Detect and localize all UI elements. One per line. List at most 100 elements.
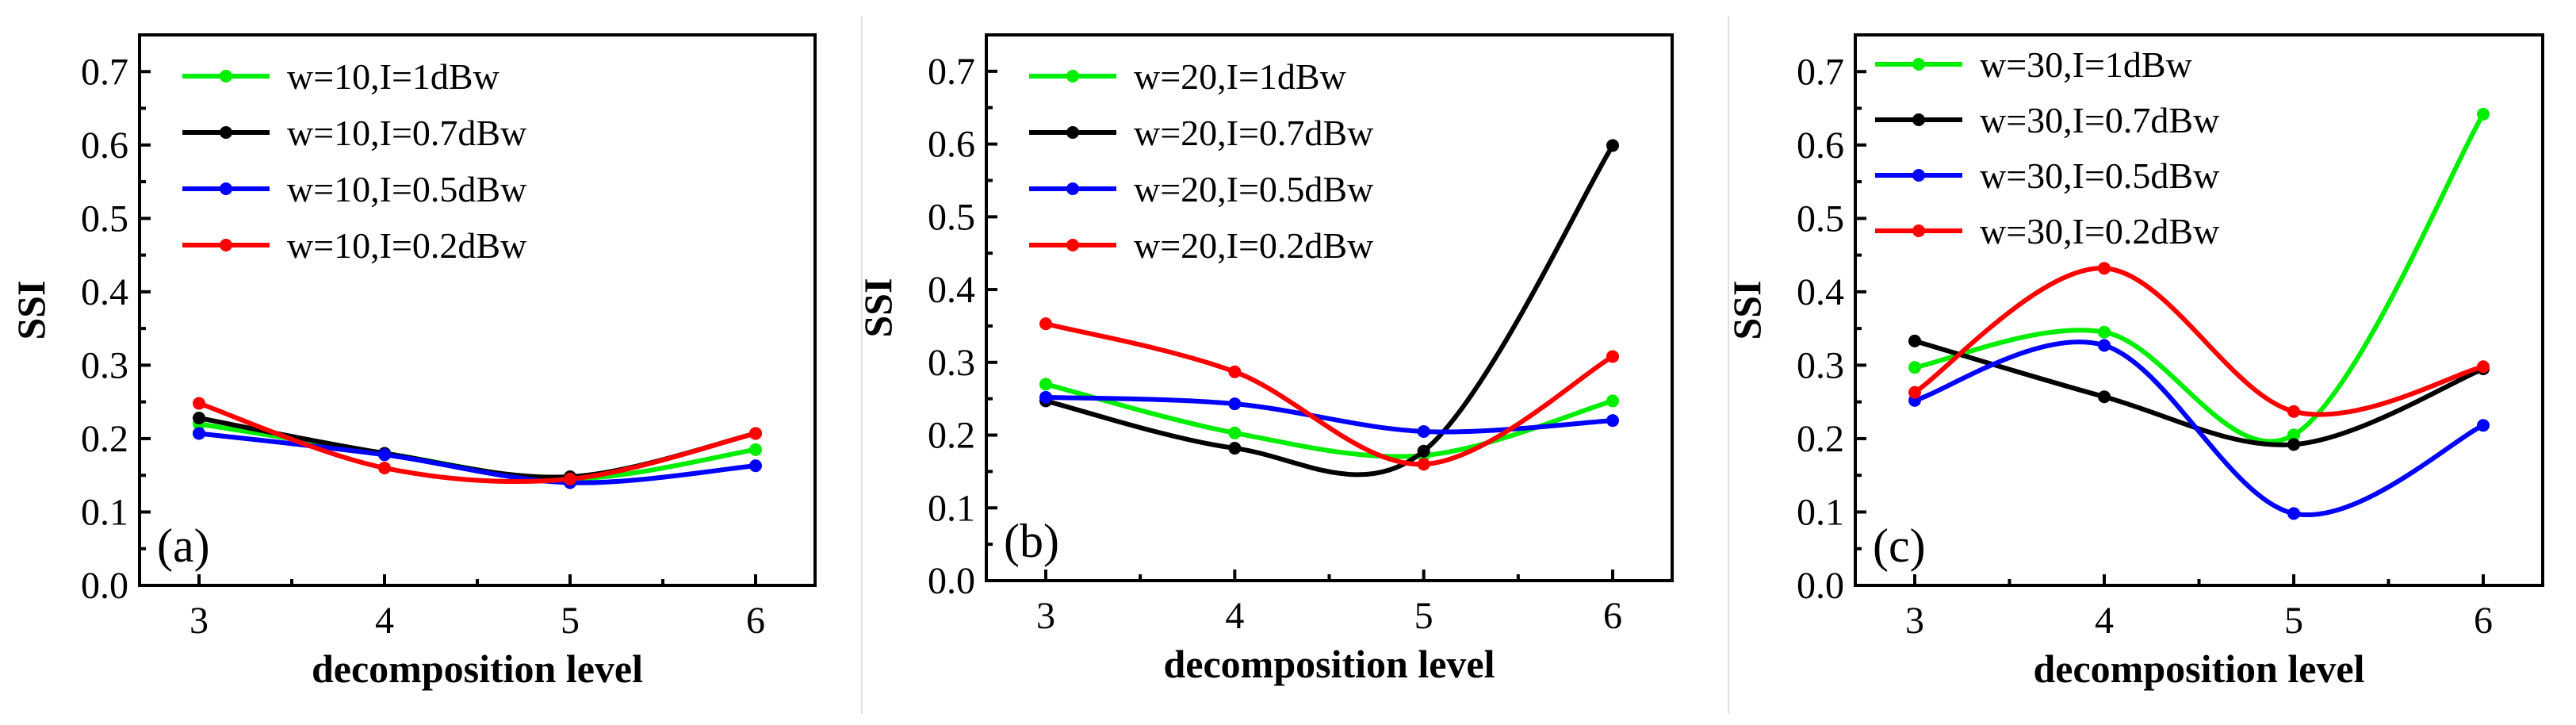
y-tick-label: 0.3 (928, 342, 975, 384)
series-line (198, 401, 756, 485)
y-tick-label: 0.2 (81, 418, 128, 460)
data-point (564, 472, 576, 485)
series-line (1045, 321, 1614, 467)
data-point (193, 397, 205, 410)
data-point (1039, 378, 1052, 391)
data-point (2287, 405, 2300, 418)
y-axis-title: SSI (855, 278, 900, 337)
y-tick-label: 0.7 (928, 51, 975, 93)
y-tick-label: 0.0 (928, 560, 975, 602)
series-line (198, 431, 756, 485)
data-point (1417, 444, 1430, 458)
series-line (1045, 144, 1615, 478)
data-point (2098, 325, 2111, 339)
data-point (1606, 394, 1619, 408)
legend-entry: w=30,I=1dBw (1980, 44, 2193, 85)
x-tick-label: 4 (375, 600, 394, 642)
y-tick-label: 0.4 (1797, 271, 1844, 313)
legend-marker (1912, 58, 1925, 71)
data-point (1908, 386, 1921, 399)
y-tick-label: 0.4 (928, 269, 975, 311)
legend-entry: w=10,I=1dBw (287, 56, 500, 97)
legend-marker (1066, 126, 1079, 139)
data-point (2287, 507, 2300, 520)
x-tick-label: 4 (1225, 595, 1244, 637)
legend-marker (220, 182, 232, 195)
y-tick-label: 0.7 (81, 51, 128, 93)
legend-marker (220, 126, 232, 139)
y-tick-label: 0.4 (81, 271, 128, 313)
data-point (749, 427, 762, 440)
legend-entry: w=10,I=0.2dBw (287, 225, 527, 266)
y-tick-label: 0.5 (81, 198, 128, 240)
data-point (749, 443, 762, 456)
y-tick-label: 0.6 (1797, 125, 1844, 167)
series-line (1913, 266, 2484, 417)
legend-marker (220, 239, 232, 251)
legend-marker (1066, 70, 1079, 82)
legend-entry: w=30,I=0.5dBw (1980, 155, 2220, 196)
legend-entry: w=20,I=0.7dBw (1134, 113, 1374, 153)
legend-entry: w=30,I=0.2dBw (1980, 211, 2220, 251)
data-point (1606, 350, 1619, 363)
y-tick-label: 0.1 (928, 487, 975, 529)
y-tick-label: 0.1 (81, 491, 128, 533)
data-point (193, 412, 205, 425)
data-point (1908, 361, 1921, 374)
x-tick-label: 5 (1414, 595, 1433, 637)
x-tick-label: 4 (2095, 600, 2114, 642)
data-point (378, 461, 391, 474)
x-axis-title: decomposition level (312, 646, 643, 691)
x-tick-label: 6 (746, 600, 765, 642)
legend-entry: w=10,I=0.5dBw (287, 169, 527, 209)
y-tick-label: 0.3 (1797, 344, 1844, 386)
legend-marker (220, 70, 232, 82)
y-tick-label: 0.6 (81, 125, 128, 167)
x-tick-label: 5 (561, 600, 580, 642)
data-point (1228, 426, 1242, 439)
y-tick-label: 0.2 (1797, 418, 1844, 460)
y-tick-label: 0.6 (928, 124, 975, 166)
data-point (2287, 428, 2300, 442)
y-tick-label: 0.5 (1797, 198, 1844, 240)
legend-marker (1066, 182, 1079, 195)
legend-entry: w=10,I=0.7dBw (287, 113, 527, 153)
data-point (2098, 390, 2111, 404)
x-tick-label: 3 (189, 600, 209, 642)
series-line (1914, 339, 2485, 518)
data-point (1039, 390, 1052, 404)
data-point (193, 427, 205, 440)
x-tick-label: 5 (2284, 600, 2303, 642)
legend-marker (1912, 113, 1925, 126)
legend-marker (1912, 169, 1925, 182)
legend-marker (1912, 224, 1925, 237)
legend-entry: w=20,I=1dBw (1134, 56, 1347, 97)
data-point (1417, 458, 1430, 471)
data-point (1417, 424, 1430, 438)
legend-marker (1066, 239, 1079, 251)
data-point (1606, 414, 1619, 428)
data-point (2477, 360, 2490, 374)
x-tick-label: 6 (1603, 595, 1622, 637)
data-point (2477, 419, 2490, 432)
data-point (2098, 262, 2111, 275)
series-line (1914, 113, 2486, 444)
data-point (378, 448, 391, 462)
data-point (749, 459, 762, 473)
data-point (1228, 365, 1242, 378)
panel-label: (b) (1004, 515, 1059, 567)
series-line (1045, 394, 1613, 435)
data-point (1908, 334, 1921, 347)
series-line (1914, 338, 2485, 447)
x-tick-label: 3 (1036, 595, 1055, 637)
y-tick-label: 0.3 (81, 344, 128, 386)
data-point (1039, 317, 1052, 331)
data-point (2477, 107, 2490, 121)
data-point (1606, 139, 1619, 152)
y-axis-title: SSI (1724, 280, 1769, 339)
legend-entry: w=20,I=0.5dBw (1134, 169, 1374, 209)
data-point (1228, 397, 1242, 411)
y-tick-label: 0.7 (1797, 51, 1844, 93)
panel-label: (c) (1873, 520, 1926, 572)
